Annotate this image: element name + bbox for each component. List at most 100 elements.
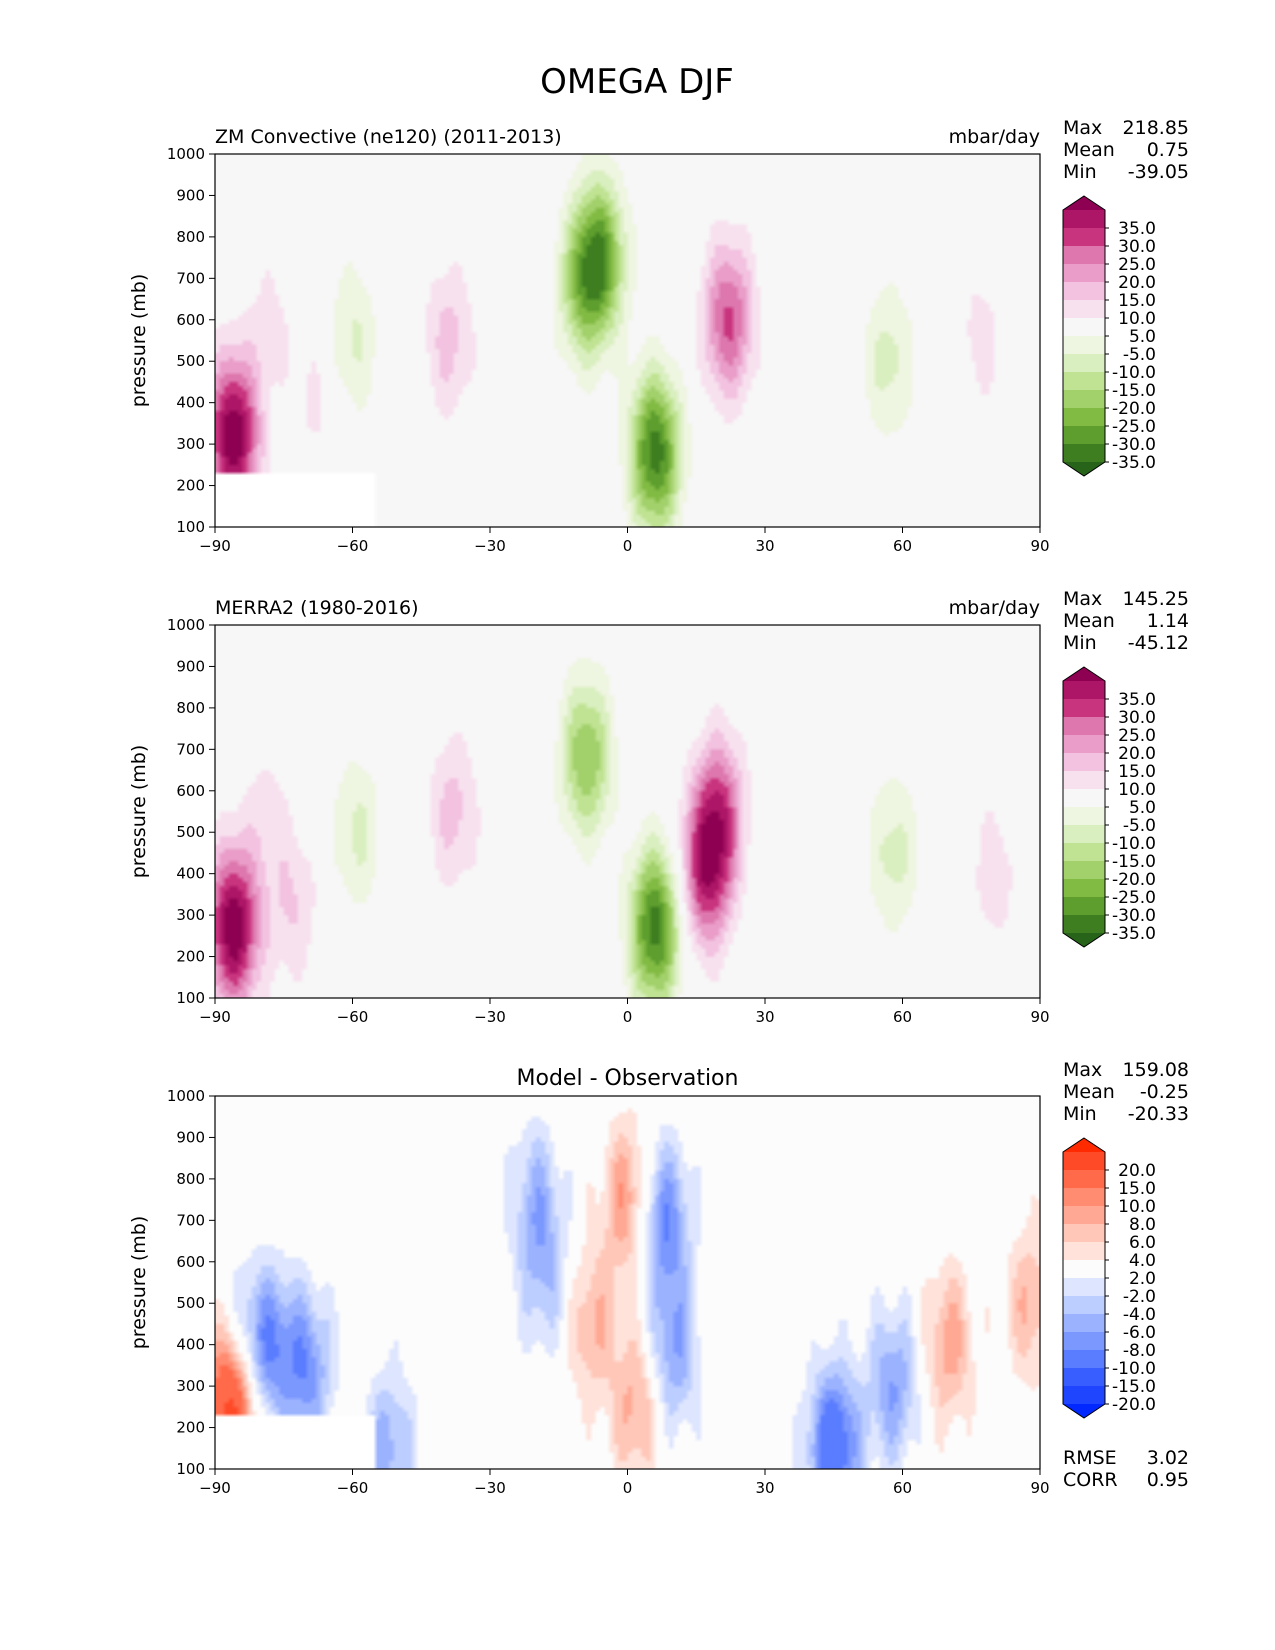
y-tick-label: 100 — [176, 989, 205, 1007]
panel-3: Model - Observation100200300400500600700… — [128, 1059, 1189, 1497]
stat-value: 218.85 — [1123, 117, 1189, 139]
colorbar-segment — [1063, 1332, 1105, 1351]
stat-label: Max — [1063, 117, 1102, 139]
x-tick-label: 30 — [755, 1479, 774, 1497]
stat-label: Mean — [1063, 139, 1115, 161]
colorbar-extend-bottom — [1063, 933, 1105, 947]
x-tick-label: 30 — [755, 1008, 774, 1026]
y-tick-label: 1000 — [167, 1087, 205, 1105]
y-tick-label: 100 — [176, 518, 205, 536]
colorbar-label: 10.0 — [1118, 309, 1156, 329]
x-tick-label: 60 — [893, 537, 912, 555]
colorbar-outline — [1062, 195, 1106, 477]
colorbar-segment — [1063, 246, 1105, 265]
colorbar-segment — [1063, 843, 1105, 862]
y-tick-label: 900 — [176, 186, 205, 204]
x-tick-label: 60 — [893, 1008, 912, 1026]
stat-value: -45.12 — [1128, 632, 1189, 654]
x-tick-label: 0 — [623, 537, 633, 555]
stat-label: Mean — [1063, 610, 1115, 632]
stat-value: 1.14 — [1147, 610, 1189, 632]
colorbar-segment — [1063, 1386, 1105, 1405]
colorbar-segment — [1063, 282, 1105, 301]
y-tick-label: 400 — [176, 1336, 205, 1354]
colorbar: 20.015.010.08.06.04.02.0-2.0-4.0-6.0-8.0… — [1062, 1137, 1156, 1419]
x-tick-label: 30 — [755, 537, 774, 555]
units-label: mbar/day — [949, 597, 1040, 619]
colorbar-label: 20.0 — [1118, 1161, 1156, 1181]
panels: ZM Convective (ne120) (2011-2013) mbar/da… — [128, 117, 1189, 1497]
stat-value: 0.75 — [1147, 139, 1189, 161]
colorbar-label: 25.0 — [1118, 726, 1156, 746]
colorbar-label: -6.0 — [1123, 1323, 1156, 1343]
colorbar-segment — [1063, 408, 1105, 427]
colorbar-label: 35.0 — [1118, 690, 1156, 710]
stat-value: -0.25 — [1140, 1081, 1189, 1103]
colorbar-segment — [1063, 390, 1105, 409]
x-tick-label: −90 — [199, 537, 231, 555]
colorbar-segment — [1063, 354, 1105, 373]
x-tick-label: −60 — [337, 1479, 369, 1497]
stat-label: Mean — [1063, 1081, 1115, 1103]
y-tick-label: 700 — [176, 1211, 205, 1229]
colorbar-segment — [1063, 1206, 1105, 1225]
stat-label: Max — [1063, 588, 1102, 610]
colorbar-extend-top — [1063, 667, 1105, 681]
colorbar-segment — [1063, 264, 1105, 283]
metric-value: 0.95 — [1147, 1469, 1189, 1491]
colorbar-label: -35.0 — [1112, 453, 1156, 473]
y-tick-label: 800 — [176, 1170, 205, 1188]
colorbar-segment — [1063, 1296, 1105, 1315]
colorbar-segment — [1063, 228, 1105, 247]
y-tick-label: 600 — [176, 311, 205, 329]
colorbar-label: -15.0 — [1112, 381, 1156, 401]
colorbar-segment — [1063, 699, 1105, 718]
y-tick-label: 800 — [176, 699, 205, 717]
contour-field — [215, 1096, 1040, 1469]
x-tick-label: 60 — [893, 1479, 912, 1497]
y-tick-label: 400 — [176, 394, 205, 412]
colorbar-segment — [1063, 210, 1105, 229]
stat-value: 145.25 — [1123, 588, 1189, 610]
colorbar-segment — [1063, 1260, 1105, 1279]
colorbar-label: 20.0 — [1118, 273, 1156, 293]
colorbar-segment — [1063, 681, 1105, 700]
y-tick-label: 1000 — [167, 616, 205, 634]
metric-label: CORR — [1063, 1469, 1118, 1491]
stat-label: Min — [1063, 632, 1097, 654]
y-axis-label: pressure (mb) — [128, 1216, 150, 1350]
colorbar-label: -4.0 — [1123, 1305, 1156, 1325]
colorbar-label: -15.0 — [1112, 1377, 1156, 1397]
metric-value: 3.02 — [1147, 1447, 1189, 1469]
panel-title: Model - Observation — [517, 1066, 739, 1091]
colorbar-label: -20.0 — [1112, 399, 1156, 419]
y-tick-label: 500 — [176, 1294, 205, 1312]
y-tick-label: 600 — [176, 1253, 205, 1271]
x-tick-label: −60 — [337, 1008, 369, 1026]
y-tick-label: 200 — [176, 948, 205, 966]
colorbar-segment — [1063, 915, 1105, 934]
y-tick-label: 200 — [176, 1419, 205, 1437]
colorbar-label: -25.0 — [1112, 417, 1156, 437]
colorbar-segment — [1063, 897, 1105, 916]
colorbar-label: -5.0 — [1123, 816, 1156, 836]
panel-title: MERRA2 (1980-2016) — [215, 597, 419, 619]
y-tick-label: 800 — [176, 228, 205, 246]
colorbar-label: 35.0 — [1118, 219, 1156, 239]
stat-label: Min — [1063, 1103, 1097, 1125]
x-tick-label: −60 — [337, 537, 369, 555]
colorbar-extend-bottom — [1063, 1404, 1105, 1418]
colorbar-label: 15.0 — [1118, 762, 1156, 782]
colorbar-segment — [1063, 1188, 1105, 1207]
colorbar-segment — [1063, 1170, 1105, 1189]
colorbar-segment — [1063, 444, 1105, 463]
x-tick-label: −30 — [474, 1479, 506, 1497]
colorbar-segment — [1063, 1242, 1105, 1261]
y-tick-label: 700 — [176, 740, 205, 758]
colorbar-segment — [1063, 1152, 1105, 1171]
colorbar-label: -20.0 — [1112, 1395, 1156, 1415]
y-tick-label: 500 — [176, 823, 205, 841]
colorbar-label: -35.0 — [1112, 924, 1156, 944]
y-tick-label: 500 — [176, 352, 205, 370]
colorbar-segment — [1063, 807, 1105, 826]
